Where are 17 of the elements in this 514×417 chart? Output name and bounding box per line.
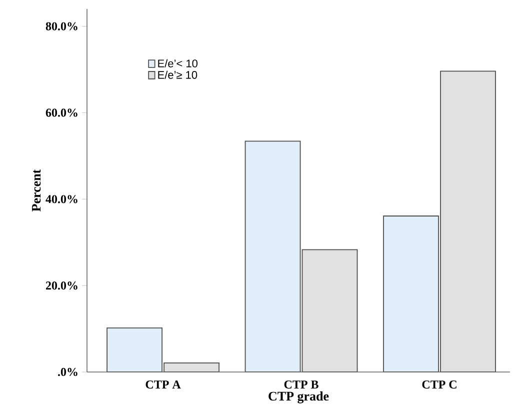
x-tick-label: CTP A <box>146 380 181 389</box>
legend-label: E/e’< 10 <box>158 59 198 68</box>
x-axis-title: CTP grade <box>268 391 329 404</box>
bar <box>106 327 162 372</box>
x-tick-label: CTP B <box>284 380 318 389</box>
x-tick-label: CTP C <box>422 380 456 389</box>
y-tick-label: 80.0% <box>46 22 78 30</box>
y-tick-label: 60.0% <box>46 108 78 117</box>
bar <box>244 140 301 372</box>
bar <box>383 216 439 372</box>
y-tick-label: 20.0% <box>46 281 78 290</box>
y-axis-title: Percent <box>32 169 41 212</box>
legend-label: E/e’≥ 10 <box>158 70 198 79</box>
bar <box>440 70 496 372</box>
y-tick-label: .0% <box>58 368 78 376</box>
bar <box>302 249 358 372</box>
y-tick-label: 40.0% <box>46 195 78 204</box>
